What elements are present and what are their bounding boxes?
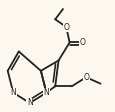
Text: N: N [10, 88, 16, 97]
Text: O: O [63, 23, 69, 32]
Text: N: N [27, 98, 32, 108]
Text: N: N [43, 88, 49, 97]
Text: O: O [83, 73, 88, 82]
Text: O: O [79, 38, 85, 47]
